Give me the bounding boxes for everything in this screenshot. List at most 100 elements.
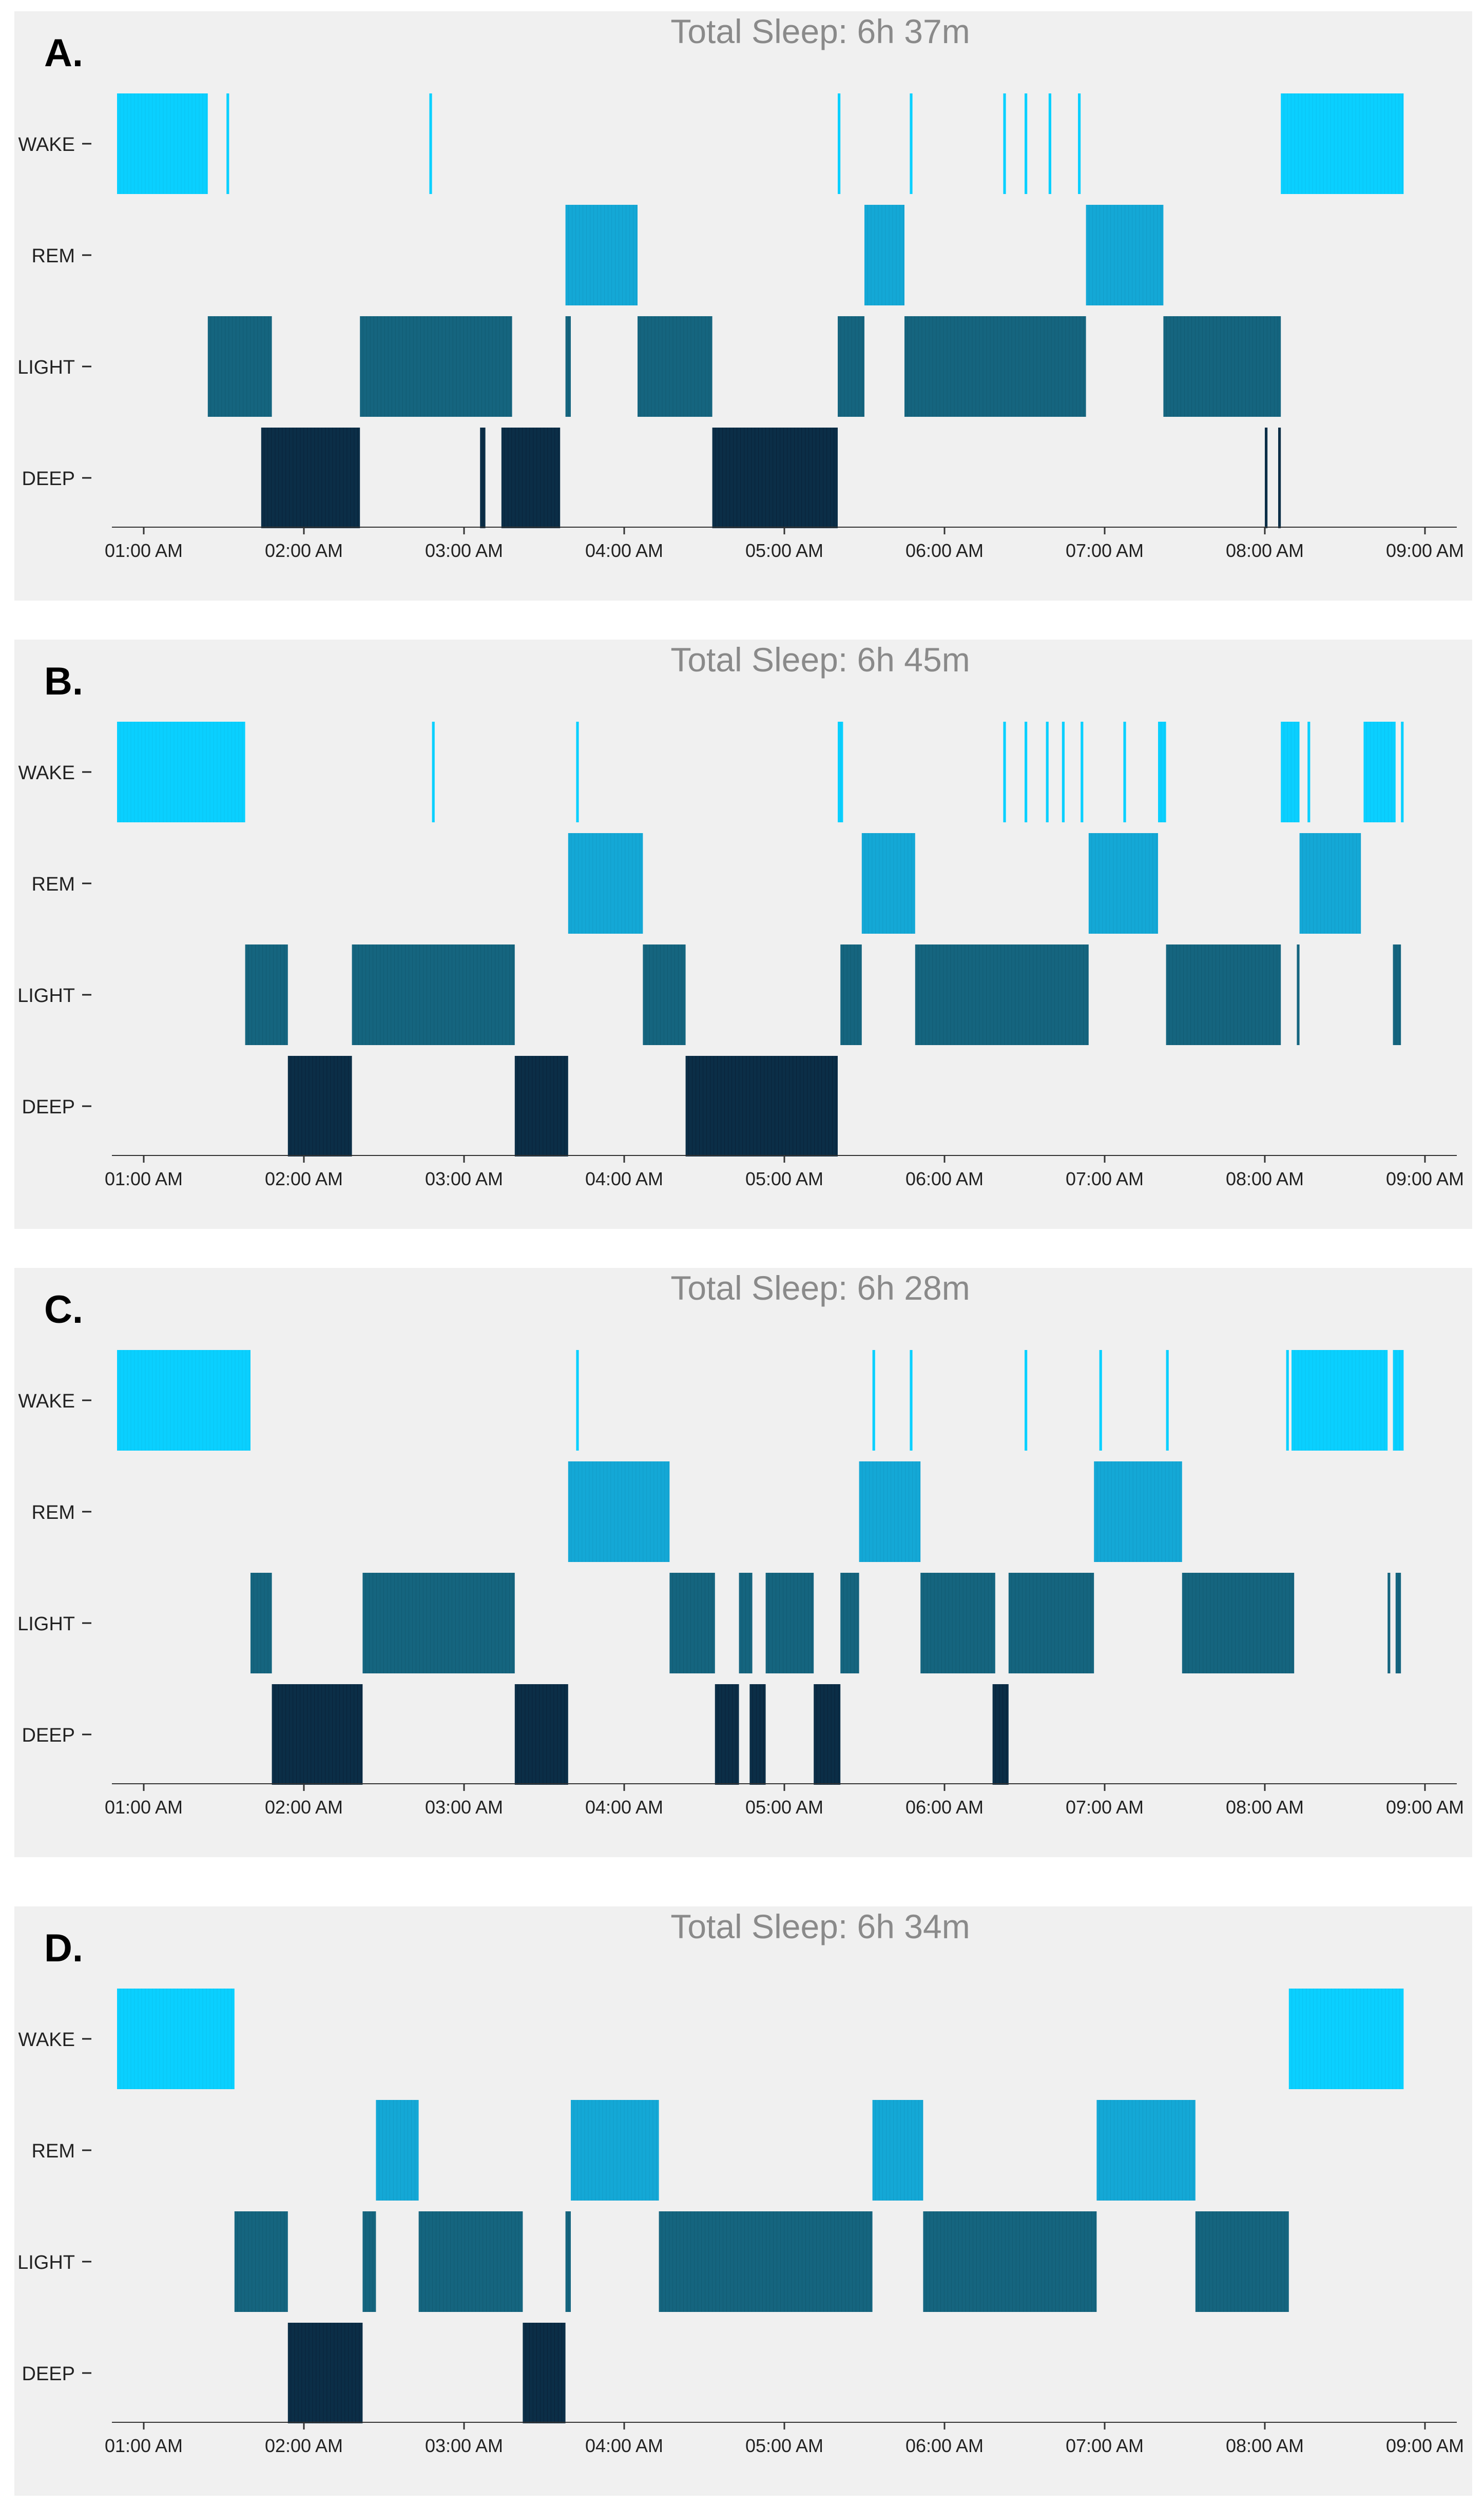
segment-wake [1025, 722, 1028, 822]
segment-light [1395, 1573, 1401, 1673]
segment-bar [418, 2211, 523, 2312]
segment-wake [910, 93, 913, 194]
segment-wake [838, 722, 843, 822]
segment-deep [501, 428, 561, 528]
segment-wake [910, 1350, 913, 1451]
hypnogram-chart-a: Total Sleep: 6h 37m WAKE REM LIGHT DEEP 01:00… [17, 12, 1464, 561]
segment-deep [712, 428, 838, 528]
segment-bar [1025, 1350, 1028, 1451]
segment-bar [352, 944, 515, 1045]
segment-deep [1265, 428, 1268, 528]
segment-wake [432, 722, 435, 822]
segment-bar [659, 2211, 873, 2312]
stage-label-light: LIGHT [17, 1613, 75, 1635]
segment-bar [514, 1684, 568, 1785]
segment-deep [287, 1056, 352, 1156]
segment-bar [1099, 1350, 1102, 1451]
segment-deep [261, 428, 360, 528]
segment-light [418, 2211, 523, 2312]
x-tick-label: 06:00 AM [905, 2435, 984, 2456]
stage-label-light: LIGHT [17, 985, 75, 1007]
segment-bar [1281, 722, 1300, 822]
segment-wake [117, 722, 245, 822]
segment-bar [638, 316, 712, 417]
segment-bar [814, 1684, 841, 1785]
segment-bar [872, 2100, 923, 2201]
segment-light [245, 944, 288, 1045]
stage-label-rem: REM [32, 2140, 75, 2162]
segment-deep [272, 1684, 363, 1785]
segment-bar [501, 428, 561, 528]
segment-bar [1292, 1350, 1388, 1451]
segment-bar [1195, 2211, 1289, 2312]
segment-wake [1046, 722, 1049, 822]
segment-bar [1088, 833, 1158, 934]
segment-light [250, 1573, 272, 1673]
segment-wake [429, 93, 432, 194]
x-tick-label: 02:00 AM [265, 540, 343, 561]
panel-label: C. [44, 1288, 83, 1332]
x-tick-label: 03:00 AM [425, 1168, 503, 1189]
segment-bar [1288, 1989, 1404, 2089]
segment-bar [840, 1573, 859, 1673]
segment-rem [1096, 2100, 1196, 2201]
segment-bar [872, 1350, 875, 1451]
segment-light [840, 1573, 859, 1673]
x-tick-label: 07:00 AM [1066, 540, 1144, 561]
segment-wake [1003, 93, 1006, 194]
segment-bar [1307, 722, 1310, 822]
segment-light [565, 2211, 571, 2312]
x-tick-label: 03:00 AM [425, 540, 503, 561]
segment-light [1393, 944, 1401, 1045]
segment-wake [1401, 722, 1404, 822]
segment-light [904, 316, 1086, 417]
segment-bar [568, 833, 643, 934]
x-tick-label: 05:00 AM [745, 1168, 823, 1189]
segment-deep [523, 2323, 566, 2423]
segment-light [1163, 316, 1281, 417]
segment-bar [1393, 1350, 1404, 1451]
segment-bar [514, 1056, 568, 1156]
segment-deep [514, 1684, 568, 1785]
stage-label-light: LIGHT [17, 357, 75, 378]
x-tick-label: 09:00 AM [1386, 1168, 1464, 1189]
segment-bar [1395, 1573, 1401, 1673]
segment-bar [1163, 316, 1281, 417]
segment-light [838, 316, 864, 417]
chart-title: Total Sleep: 6h 37m [670, 12, 970, 50]
segment-bar [576, 1350, 579, 1451]
segment-rem [872, 2100, 923, 2201]
chart-title: Total Sleep: 6h 45m [670, 641, 970, 679]
x-tick-label: 09:00 AM [1386, 540, 1464, 561]
segment-rem [861, 833, 915, 934]
x-tick-label: 08:00 AM [1226, 1797, 1304, 1818]
segment-rem [859, 1461, 921, 1562]
segment-wake [576, 722, 579, 822]
stage-label-light: LIGHT [17, 2252, 75, 2273]
x-tick-label: 03:00 AM [425, 2435, 503, 2456]
panel-label: A. [44, 31, 83, 75]
segment-bar [362, 1573, 515, 1673]
segment-deep [1278, 428, 1281, 528]
stage-label-rem: REM [32, 245, 75, 267]
segment-bar [915, 944, 1089, 1045]
hypnogram-chart-c: Total Sleep: 6h 28m WAKE REM LIGHT DEEP 01:00… [17, 1269, 1464, 1818]
segment-bar [429, 93, 432, 194]
segment-bar [571, 2100, 659, 2201]
segment-wake [1363, 722, 1396, 822]
segment-light [739, 1573, 753, 1673]
segment-light [920, 1573, 995, 1673]
segment-bar [117, 93, 208, 194]
segment-bar [643, 944, 686, 1045]
segment-bar [432, 722, 435, 822]
segment-wake [117, 93, 208, 194]
segment-bar [480, 428, 486, 528]
segment-light [1182, 1573, 1295, 1673]
stage-label-wake: WAKE [18, 2029, 75, 2051]
stage-label-rem: REM [32, 874, 75, 895]
stage-label-wake: WAKE [18, 134, 75, 156]
x-tick-label: 02:00 AM [265, 1797, 343, 1818]
segment-bar [117, 1350, 250, 1451]
segment-bar [1297, 944, 1300, 1045]
segment-bar [739, 1573, 753, 1673]
